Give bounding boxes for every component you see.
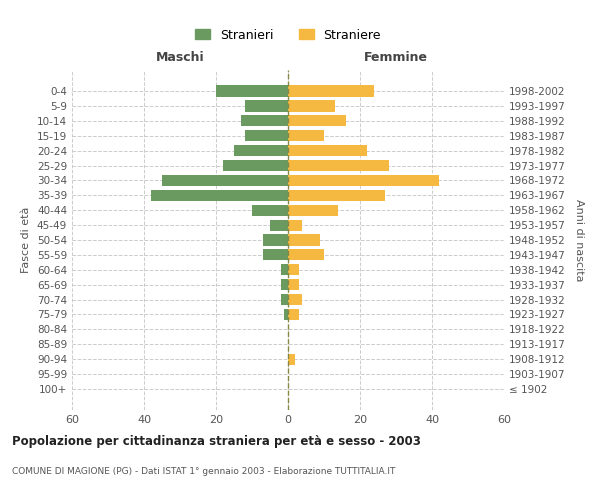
Bar (288, 220, 302, 230)
Bar (281, 264, 288, 276)
Bar (288, 160, 389, 171)
Text: Maschi: Maschi (155, 51, 205, 64)
Bar (288, 204, 338, 216)
Bar (288, 175, 439, 186)
Bar (151, 190, 288, 201)
Bar (263, 234, 288, 246)
Bar (288, 309, 299, 320)
Y-axis label: Fasce di età: Fasce di età (22, 207, 31, 273)
Bar (270, 220, 288, 230)
Bar (223, 160, 288, 171)
Bar (281, 279, 288, 290)
Bar (245, 130, 288, 141)
Bar (288, 294, 302, 305)
Y-axis label: Anni di nascita: Anni di nascita (574, 198, 584, 281)
Bar (245, 100, 288, 112)
Bar (288, 234, 320, 246)
Bar (281, 294, 288, 305)
Bar (284, 309, 288, 320)
Bar (288, 250, 324, 260)
Bar (288, 86, 374, 96)
Bar (162, 175, 288, 186)
Bar (252, 204, 288, 216)
Bar (288, 130, 324, 141)
Bar (288, 264, 299, 276)
Text: Femmine: Femmine (364, 51, 428, 64)
Bar (288, 279, 299, 290)
Bar (216, 86, 288, 96)
Legend: Stranieri, Straniere: Stranieri, Straniere (190, 24, 386, 46)
Bar (288, 354, 295, 365)
Bar (234, 145, 288, 156)
Text: Popolazione per cittadinanza straniera per età e sesso - 2003: Popolazione per cittadinanza straniera p… (12, 435, 421, 448)
Bar (288, 190, 385, 201)
Bar (241, 115, 288, 126)
Bar (288, 145, 367, 156)
Bar (263, 250, 288, 260)
Bar (288, 100, 335, 112)
Text: COMUNE DI MAGIONE (PG) - Dati ISTAT 1° gennaio 2003 - Elaborazione TUTTITALIA.IT: COMUNE DI MAGIONE (PG) - Dati ISTAT 1° g… (12, 468, 395, 476)
Bar (288, 115, 346, 126)
